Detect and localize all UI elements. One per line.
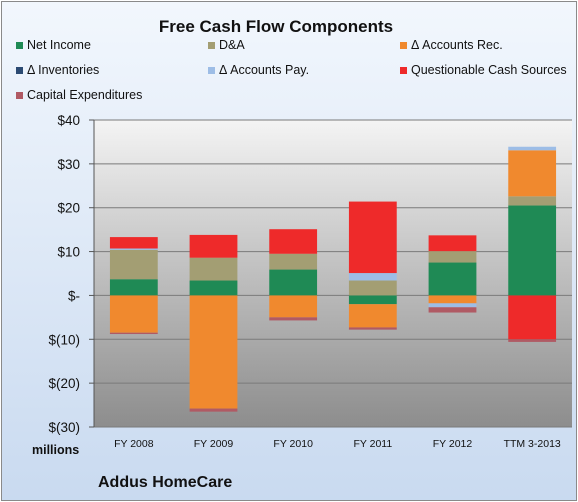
bar-segment	[189, 257, 238, 281]
bar-segment	[269, 253, 318, 270]
x-tick-label: TTM 3-2013	[504, 438, 561, 450]
bar-segment	[428, 295, 477, 304]
x-tick-label: FY 2012	[433, 438, 473, 450]
x-tick-label: FY 2010	[273, 438, 313, 450]
legend-label: Δ Inventories	[27, 63, 99, 77]
legend-label: Δ Accounts Pay.	[219, 63, 309, 77]
legend-swatch	[208, 67, 215, 74]
bar-segment	[348, 280, 397, 296]
y-tick-label: $30	[57, 157, 80, 172]
bar-segment	[348, 273, 397, 281]
bar-segment	[508, 205, 557, 296]
bar-segment	[189, 295, 238, 409]
legend-swatch	[16, 92, 23, 99]
y-tick-label: $40	[57, 113, 80, 128]
legend-swatch	[16, 67, 23, 74]
bar-segment	[189, 234, 238, 258]
bar-segment	[109, 295, 158, 333]
x-tick-label: FY 2008	[114, 438, 154, 450]
bar-segment	[109, 237, 158, 249]
legend: Net Income D&A Δ Accounts Rec. Δ Inventorie…	[16, 38, 567, 102]
y-tick-label: $-	[68, 288, 80, 303]
bar-segment	[348, 295, 397, 305]
bars	[109, 146, 557, 412]
units-label: millions	[32, 443, 79, 457]
legend-swatch	[208, 42, 215, 49]
bar-segment	[348, 304, 397, 328]
bar-segment	[428, 262, 477, 296]
bar-segment	[189, 280, 238, 296]
bar-segment	[348, 201, 397, 274]
y-tick-label: $(20)	[48, 376, 80, 391]
bar-segment	[189, 408, 238, 412]
legend-swatch	[16, 42, 23, 49]
x-axis-labels: FY 2008 FY 2009 FY 2010 FY 2011 FY 2012 TTM 3…	[114, 438, 561, 450]
bar-segment	[109, 279, 158, 296]
bar-segment	[428, 235, 477, 252]
legend-swatch	[400, 67, 407, 74]
chart-title: Free Cash Flow Components	[159, 17, 393, 36]
legend-label: Questionable Cash Sources	[411, 63, 567, 77]
company-name: Addus HomeCare	[98, 474, 232, 491]
bar-segment	[269, 229, 318, 254]
legend-swatch	[400, 42, 407, 49]
bar-segment	[109, 248, 158, 250]
y-tick-label: $(30)	[48, 420, 80, 435]
y-axis-ticks: $(30) $(20) $(10) $- $10 $20 $30 $40	[48, 113, 80, 435]
bar-segment	[508, 339, 557, 342]
x-tick-label: FY 2011	[353, 438, 392, 450]
y-tick-label: $10	[57, 245, 80, 260]
bar-segment	[269, 317, 318, 321]
y-tick-label: $20	[57, 201, 80, 216]
bar-segment	[508, 295, 557, 340]
bar-segment	[428, 307, 477, 313]
gridlines	[89, 119, 572, 428]
bar-segment	[508, 150, 557, 197]
legend-label: Δ Accounts Rec.	[411, 38, 503, 52]
bar-segment	[508, 146, 557, 151]
y-tick-label: $(10)	[48, 332, 80, 347]
bar-segment	[428, 251, 477, 263]
x-tick-label: FY 2009	[194, 438, 234, 450]
bar-segment	[109, 249, 158, 280]
bar-segment	[508, 196, 557, 206]
legend-label: Net Income	[27, 38, 91, 52]
bar-segment	[428, 303, 477, 308]
bar-segment	[269, 295, 318, 318]
bar-segment	[348, 327, 397, 330]
plot-area	[94, 120, 572, 427]
bar-segment	[269, 269, 318, 296]
bar-segment	[109, 332, 158, 335]
legend-label: Capital Expenditures	[27, 88, 142, 102]
legend-label: D&A	[219, 38, 245, 52]
